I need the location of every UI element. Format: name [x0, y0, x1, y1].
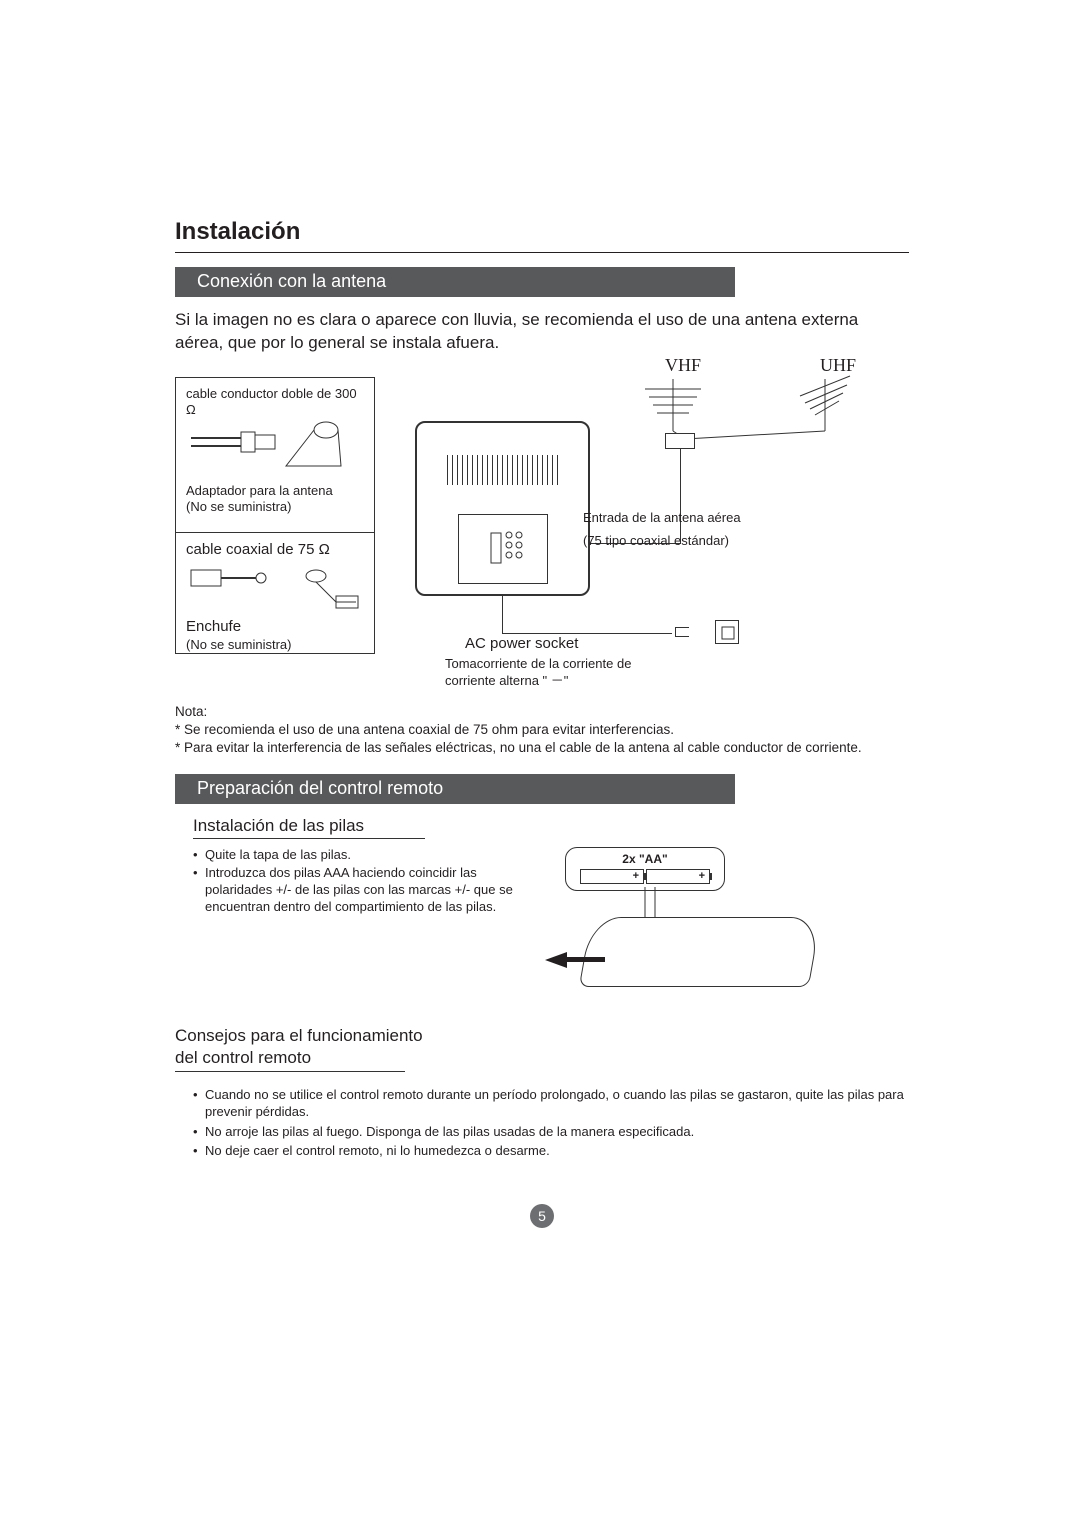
ac-lead-h: [502, 633, 672, 634]
antenna-input-line1: Entrada de la antena aérea: [583, 510, 743, 527]
ac-socket-sublabel: Tomacorriente de la corriente de corrien…: [445, 655, 675, 690]
tv-rear-icon: [415, 421, 590, 596]
list-item: No deje caer el control remoto, ni lo hu…: [205, 1142, 909, 1160]
label-300ohm: cable conductor doble de 300 Ω: [186, 386, 364, 419]
battery-diagram: 2x "AA" + +: [545, 847, 865, 1007]
intro-text: Si la imagen no es clara o aparece con l…: [175, 309, 909, 355]
subheading-tips: Consejos para el funcionamiento del cont…: [175, 1025, 909, 1069]
tips-list: Cuando no se utilice el control remoto d…: [175, 1086, 909, 1160]
subheading-batteries: Instalación de las pilas: [193, 816, 909, 836]
cable-75-icon: [186, 560, 366, 614]
antenna-input-line2: (75 tipo coaxial estándar): [583, 533, 743, 550]
sub-rule-2: [175, 1071, 405, 1072]
label-enchufe: Enchufe: [186, 618, 364, 637]
arrow-icon: [545, 952, 567, 968]
antenna-input-label: Entrada de la antena aérea (75 tipo coax…: [583, 510, 743, 550]
list-item: Cuando no se utilice el control remoto d…: [205, 1086, 909, 1121]
tips-line1: Consejos para el funcionamiento: [175, 1026, 423, 1045]
section-bar-antenna: Conexión con la antena: [175, 267, 735, 297]
antenna-diagram: cable conductor doble de 300 Ω Adaptador…: [175, 365, 909, 695]
page-title: Instalación: [175, 218, 909, 246]
plug-icon: [675, 627, 689, 637]
battery-bullets: Quite la tapa de las pilas. Introduzca d…: [175, 847, 515, 917]
box-75ohm: cable coaxial de 75 Ω Enchufe (No se sum…: [176, 533, 374, 653]
manual-page: Instalación Conexión con la antena Si la…: [175, 218, 909, 1162]
mixer-box-icon: [665, 433, 695, 449]
arrow-stem: [565, 957, 605, 962]
title-rule: [175, 252, 909, 253]
label-nosum-2: (No se suministra): [186, 637, 364, 653]
tips-line2: del control remoto: [175, 1048, 311, 1067]
wall-socket-icon: [715, 620, 739, 644]
battery-count-label: 2x "AA": [574, 852, 716, 866]
section-bar-remote: Preparación del control remoto: [175, 774, 735, 804]
nota-line2: * Para evitar la interferencia de las se…: [175, 739, 909, 757]
label-nosum-1: (No se suministra): [186, 499, 364, 515]
label-75ohm: cable coaxial de 75 Ω: [186, 541, 364, 560]
antenna-mast-icon: [615, 371, 915, 451]
list-item: Quite la tapa de las pilas.: [205, 847, 515, 864]
callout-leader: [640, 887, 660, 921]
label-adaptador: Adaptador para la antena: [186, 483, 364, 499]
cable-boxes: cable conductor doble de 300 Ω Adaptador…: [175, 377, 375, 654]
tv-connector-panel: [458, 514, 548, 584]
battery-callout: 2x "AA" + +: [565, 847, 725, 891]
list-item: No arroje las pilas al fuego. Disponga d…: [205, 1123, 909, 1141]
list-item: Introduzca dos pilas AAA haciendo coinci…: [205, 865, 515, 916]
battery-row: Quite la tapa de las pilas. Introduzca d…: [175, 847, 909, 1007]
remote-shell-icon: [579, 917, 821, 987]
ac-lead-v: [502, 596, 503, 633]
box-300ohm: cable conductor doble de 300 Ω Adaptador…: [176, 378, 374, 533]
tv-vent: [447, 455, 558, 485]
sub-rule-1: [193, 838, 425, 839]
ac-sub-1: Tomacorriente de la corriente de: [445, 656, 631, 671]
ac-socket-label: AC power socket: [465, 635, 578, 652]
battery-cell-icon: +: [646, 869, 710, 884]
nota-line1: * Se recomienda el uso de una antena coa…: [175, 721, 909, 739]
nota-block: Nota: * Se recomienda el uso de una ante…: [175, 703, 909, 758]
cable-300-icon: [186, 418, 366, 478]
battery-cell-icon: +: [580, 869, 644, 884]
battery-instructions: Quite la tapa de las pilas. Introduzca d…: [175, 847, 515, 919]
ac-sub-2: corriente alterna " －": [445, 673, 568, 688]
nota-label: Nota:: [175, 703, 909, 721]
page-number: 5: [530, 1204, 554, 1228]
